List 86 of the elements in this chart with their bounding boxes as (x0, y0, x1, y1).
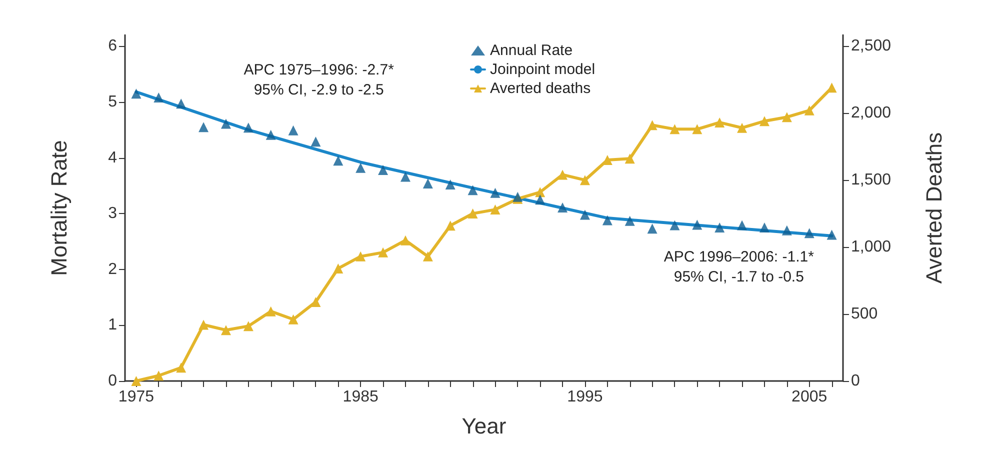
point (670, 124, 680, 134)
point (378, 165, 388, 176)
point (310, 136, 321, 147)
point (804, 228, 814, 238)
point (692, 124, 702, 134)
point (580, 210, 590, 220)
y2-axis-title: Averted Deaths (922, 132, 946, 284)
annotation: APC 1975–1996: -2.7* 95% CI, -2.9 to -2.5 (244, 61, 394, 98)
y2-tick-label: 2,500 (851, 38, 892, 55)
point (198, 320, 209, 330)
y-tick-label: 3 (108, 205, 118, 222)
point (176, 362, 186, 373)
x-tick-label: 2005 (792, 388, 828, 406)
point (266, 130, 276, 140)
point (198, 122, 209, 132)
point (670, 220, 680, 230)
point (737, 220, 748, 230)
point (468, 185, 478, 196)
y-tick-label: 6 (108, 38, 118, 55)
point (243, 122, 254, 133)
point (737, 122, 748, 133)
point (400, 235, 410, 246)
point (333, 156, 344, 166)
point (445, 220, 456, 231)
point (624, 216, 635, 226)
y2-tick-label: 1,500 (851, 172, 892, 189)
point (647, 120, 658, 130)
legend-label: Averted deaths (490, 80, 591, 97)
point (714, 222, 725, 233)
y-tick-label: 5 (108, 93, 118, 110)
legend-label: Joinpoint model (490, 61, 596, 78)
point (826, 82, 837, 93)
point (602, 215, 612, 226)
point (759, 116, 770, 126)
point (356, 251, 366, 262)
point (826, 230, 837, 240)
point (131, 376, 142, 386)
point (490, 204, 500, 215)
point (220, 118, 231, 129)
legend-label: Annual Rate (490, 42, 573, 59)
y-tick-label: 2 (108, 260, 118, 278)
y-tick-label: 4 (108, 149, 118, 166)
point (154, 370, 164, 381)
x-tick-label: 1995 (567, 388, 603, 406)
x-axis-title: Year (462, 414, 506, 438)
point (378, 247, 388, 258)
point (782, 225, 792, 236)
point (692, 220, 702, 230)
point (535, 187, 546, 198)
point (445, 180, 456, 190)
point (356, 162, 366, 173)
y-tick-label: 1 (108, 316, 118, 334)
y2-tick-label: 2,000 (851, 104, 892, 122)
point (310, 296, 321, 307)
point (782, 112, 792, 122)
point (468, 208, 478, 219)
point (714, 117, 725, 128)
point (243, 321, 254, 332)
y2-tick-label: 1,000 (851, 238, 892, 256)
point (154, 92, 164, 103)
point (647, 224, 658, 234)
point (400, 172, 410, 182)
point (288, 314, 298, 324)
point (288, 125, 298, 136)
point (535, 194, 546, 205)
point (558, 170, 568, 180)
point (422, 251, 433, 262)
point (131, 88, 142, 99)
x-tick-label: 1975 (118, 388, 154, 406)
point (759, 222, 770, 233)
point (624, 154, 635, 164)
point (804, 105, 814, 116)
x-tick-label: 1985 (342, 388, 378, 406)
point (490, 188, 500, 198)
y-tick-label: 0 (108, 372, 118, 390)
y-axis-title: Mortality Rate (46, 140, 72, 276)
point (580, 175, 590, 186)
point (422, 178, 433, 188)
point (220, 325, 231, 336)
point (266, 306, 276, 316)
y2-tick-label: 0 (851, 372, 860, 390)
point (333, 263, 344, 274)
point (558, 202, 568, 212)
point (176, 98, 186, 109)
y2-tick-label: 500 (851, 306, 878, 323)
annotation: APC 1996–2006: -1.1* 95% CI, -1.7 to -0.5 (664, 248, 814, 286)
